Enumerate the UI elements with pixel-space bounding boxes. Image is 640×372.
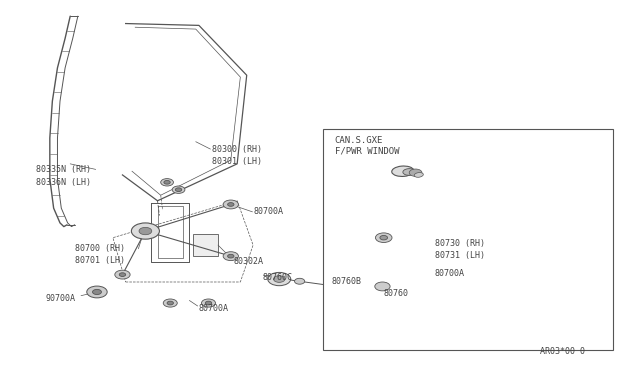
Text: 80300 (RH): 80300 (RH)	[212, 145, 262, 154]
Text: 80731 (LH): 80731 (LH)	[435, 251, 484, 260]
Bar	[193, 234, 218, 256]
Circle shape	[273, 276, 285, 282]
Text: 90700A: 90700A	[46, 294, 76, 303]
Circle shape	[163, 299, 177, 307]
Text: 80760B: 80760B	[332, 277, 362, 286]
Circle shape	[131, 223, 159, 239]
Circle shape	[375, 282, 390, 291]
Text: 80700A: 80700A	[253, 207, 283, 217]
Circle shape	[175, 188, 182, 192]
Ellipse shape	[392, 166, 414, 176]
Circle shape	[119, 273, 125, 276]
Circle shape	[161, 179, 173, 186]
Text: 80700A: 80700A	[435, 269, 465, 278]
Ellipse shape	[414, 173, 423, 177]
Circle shape	[93, 289, 101, 295]
Circle shape	[87, 286, 107, 298]
Circle shape	[228, 203, 234, 206]
Circle shape	[167, 301, 173, 305]
Text: 80302A: 80302A	[234, 257, 264, 266]
Text: 80730 (RH): 80730 (RH)	[435, 239, 484, 248]
Circle shape	[223, 200, 239, 209]
Circle shape	[268, 272, 291, 286]
Ellipse shape	[403, 169, 415, 175]
Text: 80700A: 80700A	[199, 304, 229, 314]
Circle shape	[223, 252, 239, 260]
Text: 80335N (RH): 80335N (RH)	[36, 165, 92, 174]
Text: 80301 (LH): 80301 (LH)	[212, 157, 262, 166]
Circle shape	[139, 227, 152, 235]
Circle shape	[172, 186, 185, 193]
Circle shape	[228, 254, 234, 258]
Bar	[323, 129, 613, 350]
Text: 80700 (RH): 80700 (RH)	[75, 244, 125, 253]
Circle shape	[205, 301, 212, 305]
Circle shape	[294, 278, 305, 284]
Circle shape	[409, 169, 422, 176]
Text: 80336N (LH): 80336N (LH)	[36, 178, 92, 187]
Circle shape	[164, 180, 170, 184]
Text: 80701 (LH): 80701 (LH)	[75, 256, 125, 266]
FancyBboxPatch shape	[326, 277, 374, 292]
Circle shape	[115, 270, 130, 279]
Circle shape	[376, 233, 392, 243]
Circle shape	[380, 235, 388, 240]
Circle shape	[202, 299, 216, 307]
Text: CAN.S.GXE
F/PWR WINDOW: CAN.S.GXE F/PWR WINDOW	[335, 136, 399, 155]
Text: 80760: 80760	[384, 289, 409, 298]
Text: 80760C: 80760C	[262, 273, 292, 282]
Text: AR03*00 0: AR03*00 0	[540, 347, 585, 356]
